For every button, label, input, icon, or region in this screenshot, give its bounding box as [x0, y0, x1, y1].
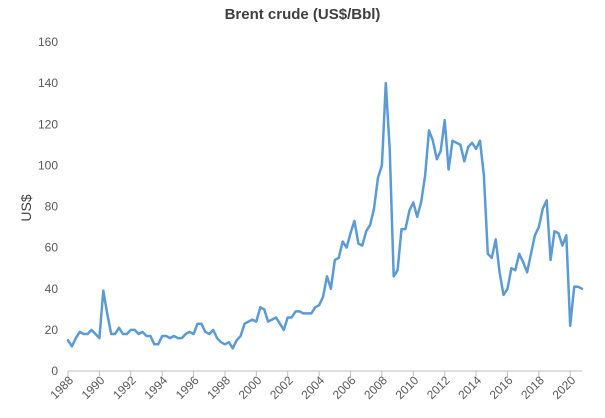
x-tick-label: 1998 [204, 373, 233, 402]
series-line [66, 81, 584, 350]
x-tick-label: 2002 [267, 373, 296, 402]
y-tick-label: 40 [45, 282, 59, 296]
y-tick-label: 80 [45, 200, 59, 214]
x-tick-label: 2018 [518, 373, 547, 402]
y-tick-label: 120 [38, 117, 58, 131]
x-tick-label: 2006 [330, 373, 359, 402]
x-tick-label: 2008 [361, 373, 390, 402]
x-tick-label: 2014 [455, 373, 484, 402]
x-tick-label: 1996 [173, 373, 202, 402]
x-tick-label: 2004 [298, 373, 327, 402]
y-tick-label: 100 [38, 158, 58, 172]
y-tick-label: 60 [45, 241, 59, 255]
x-tick-label: 1992 [110, 373, 139, 402]
x-tick-label: 2020 [550, 373, 579, 402]
x-tick-label: 2010 [393, 373, 422, 402]
x-tick-label: 2000 [236, 373, 265, 402]
x-tick-label: 2012 [424, 373, 453, 402]
x-tick-label: 2016 [487, 373, 516, 402]
chart-title: Brent crude (US$/Bbl) [224, 6, 381, 23]
x-tick-label: 1990 [79, 373, 108, 402]
y-tick-label: 0 [51, 364, 58, 378]
y-tick-label: 140 [38, 76, 58, 90]
y-tick-label: 20 [45, 323, 59, 337]
y-tick-label: 160 [38, 35, 58, 49]
x-tick-label: 1994 [142, 373, 171, 402]
